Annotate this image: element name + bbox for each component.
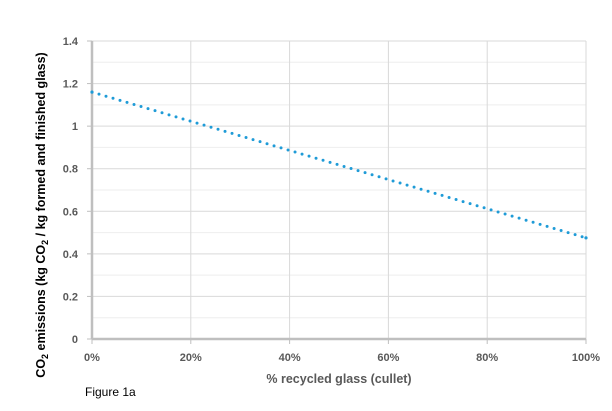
y-tick-label: 1.2 (63, 79, 78, 91)
series-line (90, 90, 588, 240)
x-tick-label: 0% (84, 352, 100, 364)
y-tick-label: 1.4 (63, 36, 79, 48)
data-point (584, 236, 588, 240)
y-tick-label: 1 (72, 121, 78, 133)
y-tick-label: 0.2 (63, 291, 78, 303)
data-point (90, 90, 94, 94)
gridlines (92, 40, 587, 339)
y-tick-label: 0.4 (63, 249, 79, 261)
axes (87, 40, 587, 344)
x-tick-label: 40% (279, 352, 301, 364)
y-tick-label: 0 (72, 334, 78, 346)
y-tick-label: 0.8 (63, 164, 78, 176)
x-tick-label: 80% (476, 352, 498, 364)
tick-labels: 0 0.2 0.4 0.6 0.8 1 1.2 1.4 0% 20% 40% 60% 80% 100% (63, 36, 601, 364)
x-tick-label: 100% (572, 352, 600, 364)
y-tick-label: 0.6 (63, 206, 78, 218)
data-series (90, 90, 588, 240)
x-tick-label: 60% (377, 352, 399, 364)
y-axis-label: CO2 emissions (kg CO2 / kg formed and fi… (34, 52, 50, 377)
figure-caption: Figure 1a (85, 385, 136, 399)
x-axis-label: % recycled glass (cullet) (266, 372, 411, 386)
x-tick-label: 20% (180, 352, 202, 364)
